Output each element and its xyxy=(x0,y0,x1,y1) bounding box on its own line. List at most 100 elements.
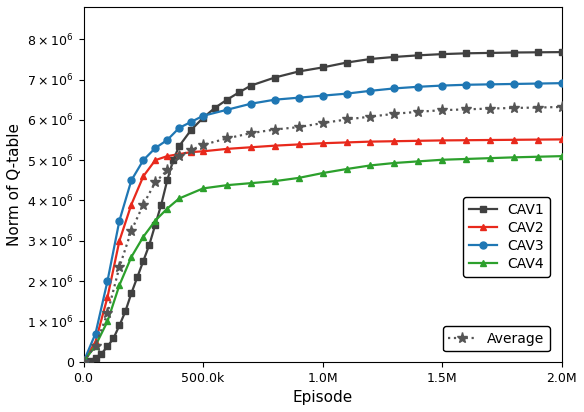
CAV2 xyxy=(80,359,87,364)
CAV1 xyxy=(510,50,517,55)
Line: CAV2: CAV2 xyxy=(80,136,565,365)
Average xyxy=(152,180,159,185)
CAV3 xyxy=(152,145,159,150)
CAV3 xyxy=(128,178,135,183)
CAV3 xyxy=(558,81,565,86)
CAV1 xyxy=(98,351,105,356)
CAV3 xyxy=(534,81,541,86)
CAV2 xyxy=(128,202,135,207)
CAV1 xyxy=(176,144,183,149)
X-axis label: Episode: Episode xyxy=(293,390,353,405)
CAV2 xyxy=(140,174,147,179)
CAV4 xyxy=(200,186,207,191)
CAV1 xyxy=(140,258,147,263)
CAV4 xyxy=(558,154,565,159)
CAV1 xyxy=(534,50,541,55)
CAV4 xyxy=(80,359,87,364)
CAV3 xyxy=(187,119,194,124)
CAV1 xyxy=(146,242,153,247)
CAV1 xyxy=(343,60,350,65)
CAV1 xyxy=(486,50,493,55)
CAV2 xyxy=(534,137,541,142)
Legend: Average: Average xyxy=(443,326,550,351)
Average xyxy=(558,105,565,110)
CAV4 xyxy=(463,157,470,162)
CAV2 xyxy=(272,143,279,148)
CAV4 xyxy=(116,283,123,288)
CAV1 xyxy=(235,90,242,95)
CAV1 xyxy=(248,83,255,88)
CAV3 xyxy=(319,93,326,98)
Average xyxy=(104,311,111,316)
CAV2 xyxy=(415,138,422,143)
CAV1 xyxy=(122,309,129,314)
Average xyxy=(272,127,279,132)
CAV2 xyxy=(224,146,231,151)
CAV1 xyxy=(211,105,218,110)
CAV3 xyxy=(296,95,303,100)
Average xyxy=(116,265,123,269)
CAV1 xyxy=(164,178,171,183)
CAV2 xyxy=(176,152,183,157)
CAV4 xyxy=(296,176,303,180)
Average xyxy=(164,168,171,173)
CAV1 xyxy=(558,49,565,54)
CAV1 xyxy=(296,69,303,74)
CAV3 xyxy=(463,82,470,87)
CAV1 xyxy=(170,158,177,163)
CAV2 xyxy=(463,138,470,143)
Average xyxy=(463,107,470,112)
CAV2 xyxy=(104,295,111,300)
CAV3 xyxy=(486,82,493,87)
CAV4 xyxy=(510,155,517,160)
CAV1 xyxy=(439,52,446,56)
Average xyxy=(140,202,147,207)
CAV2 xyxy=(367,139,374,144)
CAV1 xyxy=(319,65,326,70)
CAV4 xyxy=(343,166,350,171)
CAV1 xyxy=(391,54,398,59)
Line: CAV4: CAV4 xyxy=(80,153,565,365)
CAV3 xyxy=(92,331,99,336)
CAV3 xyxy=(439,83,446,88)
CAV1 xyxy=(128,291,135,296)
CAV4 xyxy=(415,159,422,164)
CAV3 xyxy=(164,138,171,143)
CAV3 xyxy=(248,101,255,106)
CAV4 xyxy=(152,218,159,223)
CAV2 xyxy=(510,137,517,142)
CAV1 xyxy=(110,336,117,341)
CAV3 xyxy=(116,218,123,223)
CAV3 xyxy=(272,97,279,102)
CAV4 xyxy=(439,157,446,162)
CAV1 xyxy=(92,355,99,360)
CAV4 xyxy=(176,196,183,201)
Average xyxy=(224,136,231,141)
CAV1 xyxy=(272,75,279,80)
CAV3 xyxy=(224,107,231,112)
Average xyxy=(439,108,446,112)
CAV1 xyxy=(152,222,159,227)
Average xyxy=(510,105,517,110)
CAV2 xyxy=(296,142,303,147)
CAV2 xyxy=(319,141,326,146)
CAV2 xyxy=(152,158,159,163)
CAV4 xyxy=(224,183,231,187)
CAV1 xyxy=(367,56,374,61)
CAV2 xyxy=(558,137,565,142)
Average xyxy=(534,105,541,110)
CAV4 xyxy=(486,156,493,161)
CAV4 xyxy=(128,255,135,260)
CAV1 xyxy=(415,53,422,58)
CAV4 xyxy=(272,179,279,184)
Average xyxy=(319,121,326,126)
Average xyxy=(80,359,87,364)
CAV4 xyxy=(92,343,99,348)
CAV3 xyxy=(176,125,183,130)
CAV3 xyxy=(200,113,207,118)
Line: Average: Average xyxy=(78,101,567,368)
CAV3 xyxy=(80,359,87,364)
Average xyxy=(187,147,194,152)
CAV1 xyxy=(80,359,87,364)
CAV1 xyxy=(224,97,231,102)
